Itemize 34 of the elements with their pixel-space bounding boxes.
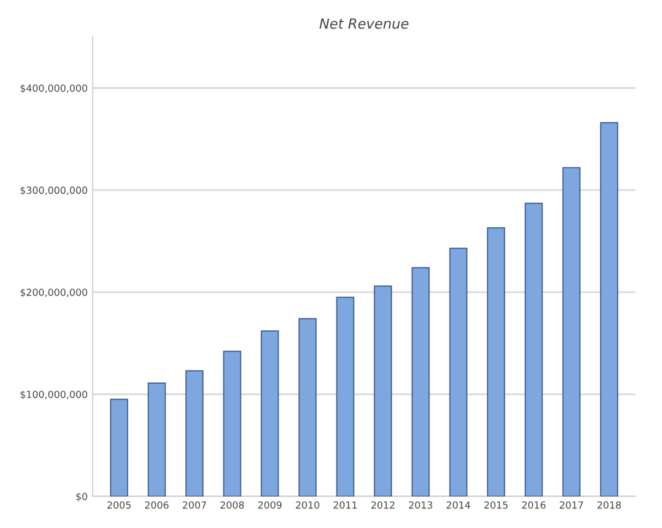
x-tick-label: 2009 bbox=[258, 501, 282, 509]
bar bbox=[487, 227, 506, 496]
x-tick-label: 2016 bbox=[522, 501, 546, 509]
bar bbox=[185, 370, 204, 496]
bar bbox=[260, 330, 279, 496]
bar bbox=[223, 350, 242, 496]
y-tick-label: $100,000,000 bbox=[20, 390, 88, 400]
bar bbox=[562, 167, 580, 496]
x-tick-label: 2010 bbox=[296, 501, 320, 509]
y-tick-label: $400,000,000 bbox=[20, 84, 88, 94]
bar bbox=[110, 398, 128, 496]
bar bbox=[374, 285, 392, 496]
x-tick-label: 2005 bbox=[107, 501, 131, 509]
bar bbox=[524, 202, 543, 496]
chart-title: Net Revenue bbox=[320, 18, 408, 29]
x-tick-label: 2017 bbox=[560, 501, 583, 509]
x-tick-label: 2006 bbox=[145, 501, 169, 509]
x-tick-label: 2015 bbox=[484, 501, 508, 509]
x-tick-label: 2014 bbox=[446, 501, 470, 509]
bar bbox=[600, 122, 618, 496]
bar bbox=[412, 267, 430, 496]
bar bbox=[449, 248, 468, 496]
x-tick-label: 2013 bbox=[408, 501, 432, 509]
x-tick-label: 2008 bbox=[220, 501, 244, 509]
bar bbox=[148, 382, 166, 496]
y-tick-label: $0 bbox=[76, 492, 88, 502]
bar bbox=[336, 296, 354, 496]
y-tick-label: $300,000,000 bbox=[20, 186, 88, 196]
bar bbox=[298, 318, 317, 496]
y-tick-label: $200,000,000 bbox=[20, 288, 88, 298]
x-tick-label: 2018 bbox=[597, 501, 621, 509]
x-tick-label: 2012 bbox=[371, 501, 394, 509]
x-tick-label: 2011 bbox=[334, 501, 357, 509]
x-tick-label: 2007 bbox=[182, 501, 206, 509]
